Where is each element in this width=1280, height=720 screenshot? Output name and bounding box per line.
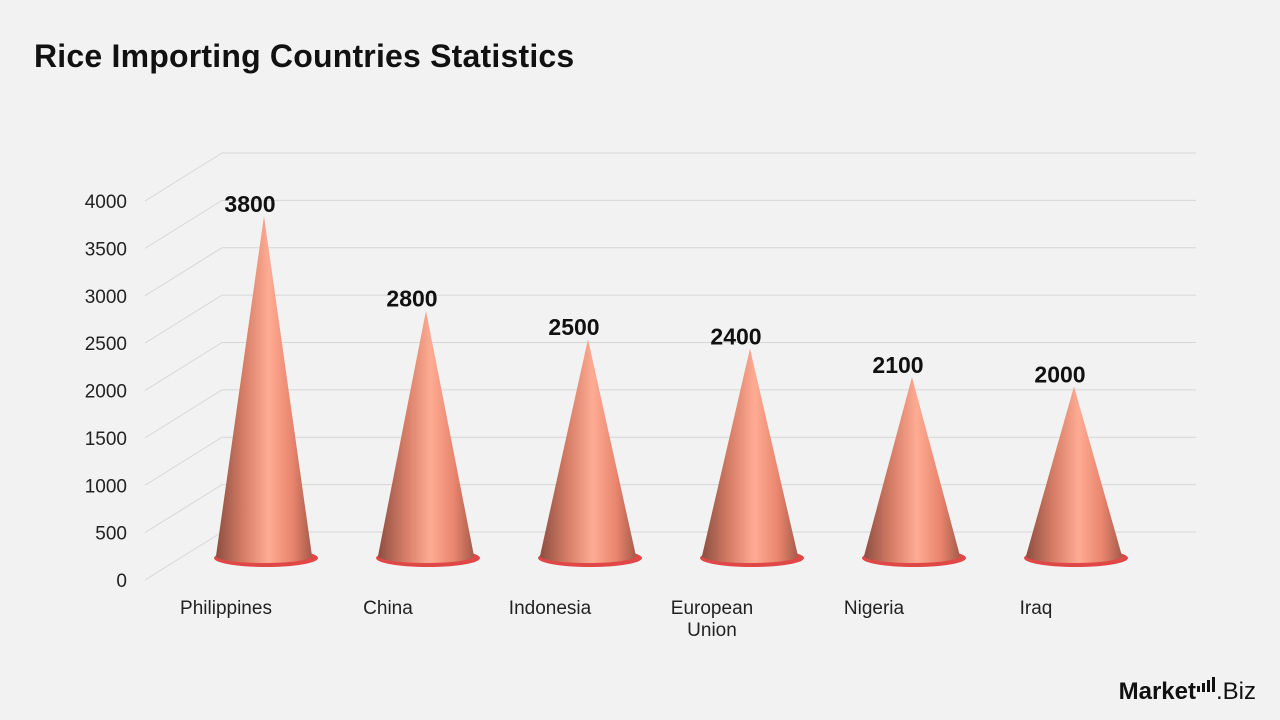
brand-logo: Market .Biz xyxy=(1119,677,1256,706)
data-label: 2100 xyxy=(872,352,923,378)
brand-name-part1: Market xyxy=(1118,678,1196,705)
grid-line-diag xyxy=(144,389,223,439)
y-tick-label: 500 xyxy=(95,524,127,545)
grid-line-diag xyxy=(144,294,223,344)
category-label: China xyxy=(363,598,413,619)
grid-line-diag xyxy=(144,199,223,249)
y-axis-ticks: 0 500 1000 1500 2000 2500 3000 3500 4000 xyxy=(85,192,127,592)
category-label: Indonesia xyxy=(509,598,592,619)
grid-line-diag xyxy=(144,152,223,202)
category-label: European Union xyxy=(671,598,753,641)
y-tick-label: 4000 xyxy=(85,192,127,213)
data-label: 2000 xyxy=(1034,362,1085,388)
y-tick-label: 1000 xyxy=(85,476,127,497)
y-tick-label: 3000 xyxy=(85,287,127,308)
grid-line-diag xyxy=(144,484,223,534)
cone-body xyxy=(702,348,798,563)
data-label: 2400 xyxy=(710,324,761,350)
y-tick-label: 2500 xyxy=(85,334,127,355)
cone-body xyxy=(1026,386,1122,563)
category-label: Philippines xyxy=(180,598,272,619)
cone-nigeria xyxy=(862,377,966,567)
data-labels: 3800 2800 2500 2400 2100 2000 xyxy=(224,191,1085,388)
y-tick-label: 1500 xyxy=(85,429,127,450)
brand-name-part2: .Biz xyxy=(1215,678,1256,705)
grid-line-diag xyxy=(144,531,223,581)
page-title: Rice Importing Countries Statistics xyxy=(34,38,575,74)
cone-china xyxy=(376,310,480,567)
bars-icon xyxy=(1196,677,1215,692)
cone-philippines xyxy=(214,215,318,567)
cone-body xyxy=(540,339,636,563)
category-labels: Philippines China Indonesia European Union Ni… xyxy=(180,598,1052,641)
cone-body xyxy=(864,377,960,563)
cone-body xyxy=(216,215,312,563)
cones xyxy=(214,215,1128,567)
cone-body xyxy=(378,310,474,563)
y-tick-label: 2000 xyxy=(85,382,127,403)
cone-iraq xyxy=(1024,386,1128,567)
y-tick-label: 3500 xyxy=(85,239,127,260)
cone-european-union xyxy=(700,348,804,567)
data-label: 3800 xyxy=(224,191,275,217)
data-label: 2500 xyxy=(548,314,599,340)
grid-line-diag xyxy=(144,436,223,486)
category-label: Iraq xyxy=(1020,598,1053,619)
grid-line-diag xyxy=(144,342,223,391)
y-tick-label: 0 xyxy=(116,571,127,592)
cone-indonesia xyxy=(538,339,642,567)
grid-line-diag xyxy=(144,247,223,297)
data-label: 2800 xyxy=(386,286,437,312)
category-label: Nigeria xyxy=(844,598,905,619)
